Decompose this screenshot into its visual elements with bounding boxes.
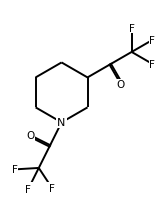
Text: N: N xyxy=(57,118,66,128)
Text: O: O xyxy=(26,130,34,140)
Text: F: F xyxy=(49,183,55,193)
Text: F: F xyxy=(150,36,155,46)
Text: F: F xyxy=(12,165,18,175)
Text: F: F xyxy=(150,60,155,69)
Text: F: F xyxy=(25,184,31,194)
Text: O: O xyxy=(117,80,125,90)
Text: F: F xyxy=(129,24,135,34)
